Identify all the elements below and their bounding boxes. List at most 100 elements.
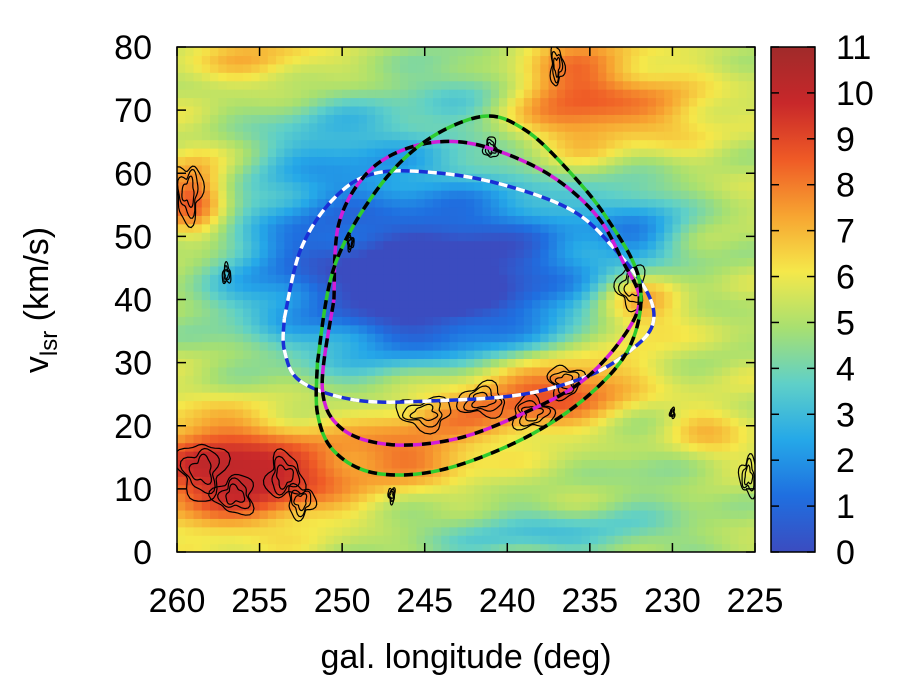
- heatmap-cell: [358, 122, 368, 132]
- heatmap-cell: [259, 114, 269, 124]
- heatmap-cell: [449, 476, 459, 486]
- heatmap-cell: [449, 249, 459, 259]
- heatmap-cell: [226, 316, 236, 326]
- heatmap-cell: [581, 240, 591, 250]
- heatmap-cell: [243, 333, 252, 343]
- heatmap-cell: [680, 114, 690, 124]
- heatmap-cell: [218, 173, 228, 183]
- heatmap-cell: [317, 400, 327, 410]
- heatmap-cell: [234, 223, 244, 233]
- heatmap-cell: [490, 55, 500, 65]
- heatmap-cell: [565, 442, 574, 452]
- heatmap-cell: [432, 442, 442, 452]
- heatmap-cell: [482, 232, 492, 242]
- heatmap-cell: [688, 400, 698, 410]
- heatmap-cell: [292, 198, 302, 208]
- heatmap-cell: [474, 105, 484, 115]
- heatmap-cell: [432, 282, 442, 292]
- heatmap-cell: [424, 206, 434, 216]
- heatmap-cell: [482, 509, 492, 519]
- heatmap-cell: [267, 223, 277, 233]
- heatmap-cell: [490, 232, 500, 242]
- heatmap-cell: [631, 333, 640, 343]
- heatmap-cell: [507, 375, 517, 385]
- heatmap-cell: [441, 114, 451, 124]
- heatmap-cell: [664, 181, 674, 191]
- heatmap-cell: [424, 501, 434, 511]
- heatmap-cell: [647, 358, 657, 368]
- heatmap-cell: [358, 366, 368, 376]
- heatmap-cell: [730, 89, 740, 99]
- heatmap-cell: [482, 484, 492, 494]
- heatmap-cell: [532, 526, 541, 536]
- heatmap-cell: [177, 89, 186, 99]
- heatmap-cell: [399, 467, 409, 477]
- heatmap-cell: [185, 148, 195, 158]
- contour-line: [288, 482, 318, 522]
- heatmap-cell: [655, 299, 665, 309]
- heatmap-cell: [333, 459, 343, 469]
- heatmap-cell: [581, 501, 591, 511]
- heatmap-cell: [177, 451, 186, 461]
- heatmap-cell: [556, 148, 566, 158]
- heatmap-cell: [251, 206, 261, 216]
- heatmap-cell: [342, 451, 351, 461]
- heatmap-cell: [276, 543, 285, 552]
- heatmap-cell: [664, 223, 674, 233]
- heatmap-cell: [243, 324, 252, 334]
- contour-line: [177, 443, 231, 502]
- heatmap-cell: [664, 467, 674, 477]
- heatmap-cell: [507, 131, 517, 141]
- heatmap-cell: [713, 307, 723, 317]
- heatmap-cell: [309, 47, 318, 57]
- heatmap-cell: [482, 535, 492, 545]
- heatmap-cell: [350, 148, 360, 158]
- heatmap-cell: [391, 291, 401, 301]
- heatmap-cell: [664, 442, 674, 452]
- heatmap-cell: [358, 139, 368, 149]
- heatmap-cell: [375, 408, 385, 418]
- heatmap-cell: [639, 223, 649, 233]
- heatmap-cell: [185, 223, 195, 233]
- heatmap-cell: [499, 249, 508, 259]
- heatmap-cell: [251, 232, 261, 242]
- heatmap-cell: [441, 215, 451, 225]
- heatmap-cell: [573, 307, 583, 317]
- heatmap-cell: [399, 442, 409, 452]
- heatmap-cell: [490, 543, 500, 552]
- heatmap-cell: [234, 282, 244, 292]
- heatmap-cell: [234, 190, 244, 200]
- heatmap-cell: [697, 459, 707, 469]
- heatmap-cell: [193, 442, 203, 452]
- heatmap-cell: [424, 299, 434, 309]
- heatmap-cell: [292, 307, 302, 317]
- x-tick-label: 230: [644, 582, 701, 620]
- heatmap-cell: [375, 282, 385, 292]
- heatmap-cell: [276, 173, 285, 183]
- heatmap-cell: [622, 198, 632, 208]
- heatmap-cell: [532, 206, 541, 216]
- heatmap-cell: [342, 89, 351, 99]
- heatmap-cell: [276, 417, 285, 427]
- heatmap-cell: [284, 97, 294, 107]
- heatmap-cell: [622, 535, 632, 545]
- heatmap-cell: [688, 307, 698, 317]
- heatmap-cell: [399, 451, 409, 461]
- heatmap-cell: [399, 350, 409, 360]
- heatmap-cell: [292, 131, 302, 141]
- heatmap-cell: [738, 156, 748, 166]
- heatmap-cell: [474, 198, 484, 208]
- heatmap-cell: [490, 63, 500, 73]
- heatmap-cell: [565, 215, 574, 225]
- heatmap-cell: [259, 333, 269, 343]
- heatmap-cell: [730, 122, 740, 132]
- heatmap-cell: [598, 72, 607, 82]
- heatmap-cell: [466, 80, 475, 90]
- model-curves: [281, 114, 656, 477]
- heatmap-cell: [721, 97, 731, 107]
- heatmap-cell: [738, 358, 748, 368]
- heatmap-cell: [408, 206, 418, 216]
- heatmap-cell: [210, 366, 219, 376]
- heatmap-cell: [441, 543, 451, 552]
- heatmap-cell: [399, 493, 409, 503]
